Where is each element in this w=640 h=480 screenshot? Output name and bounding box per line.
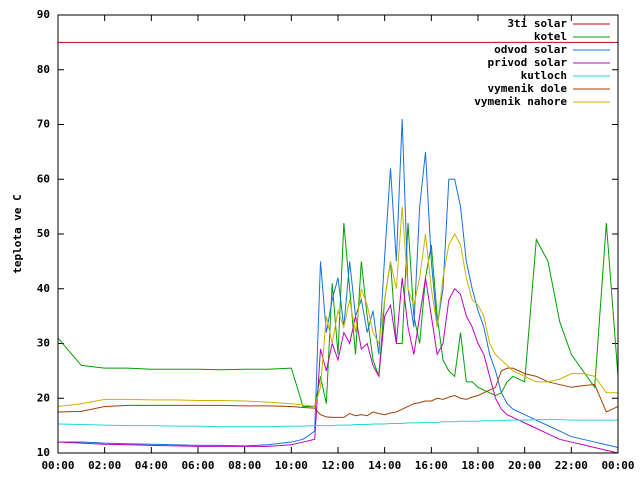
legend-label: kotel bbox=[534, 30, 567, 43]
x-tick-label: 00:00 bbox=[601, 459, 634, 472]
x-tick-label: 18:00 bbox=[461, 459, 494, 472]
y-tick-label: 80 bbox=[37, 63, 50, 76]
y-tick-label: 30 bbox=[37, 337, 50, 350]
x-tick-label: 00:00 bbox=[41, 459, 74, 472]
y-tick-label: 10 bbox=[37, 446, 50, 459]
x-tick-label: 04:00 bbox=[135, 459, 168, 472]
series-line bbox=[57, 223, 619, 407]
plot-frame bbox=[57, 14, 619, 454]
x-tick-label: 20:00 bbox=[508, 459, 541, 472]
legend-label: odvod solar bbox=[494, 43, 567, 56]
series-line bbox=[57, 206, 618, 408]
y-axis-label: teplota ve C bbox=[11, 194, 24, 273]
y-tick-label: 20 bbox=[37, 391, 50, 404]
legend-label: vymenik dole bbox=[488, 82, 568, 95]
x-tick-label: 16:00 bbox=[415, 459, 448, 472]
x-tick-label: 02:00 bbox=[88, 459, 121, 472]
x-tick-label: 12:00 bbox=[321, 459, 354, 472]
series-line bbox=[57, 277, 619, 454]
x-tick-label: 06:00 bbox=[181, 459, 214, 472]
x-tick-label: 08:00 bbox=[228, 459, 261, 472]
series-line bbox=[58, 119, 619, 449]
y-tick-label: 90 bbox=[37, 8, 50, 21]
y-tick-label: 60 bbox=[37, 172, 50, 185]
series-line bbox=[57, 367, 619, 418]
x-tick-label: 14:00 bbox=[368, 459, 401, 472]
x-tick-label: 22:00 bbox=[555, 459, 588, 472]
y-tick-label: 70 bbox=[37, 118, 50, 131]
series-line bbox=[57, 419, 618, 428]
x-tick-label: 10:00 bbox=[275, 459, 308, 472]
y-tick-label: 50 bbox=[37, 227, 50, 240]
y-tick-label: 40 bbox=[37, 282, 50, 295]
legend-label: 3ti solar bbox=[507, 17, 567, 30]
legend-label: vymenik nahore bbox=[474, 95, 567, 108]
legend-label: kutloch bbox=[521, 69, 567, 82]
legend-label: privod solar bbox=[488, 56, 568, 69]
